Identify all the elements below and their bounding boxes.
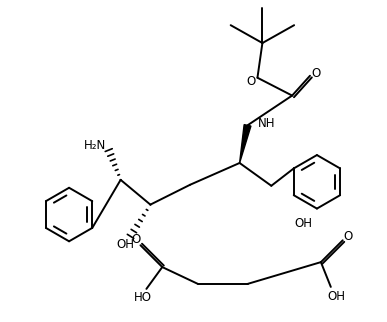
Text: O: O [247, 75, 256, 88]
Text: OH: OH [116, 238, 135, 251]
Text: OH: OH [328, 290, 346, 303]
Text: O: O [311, 67, 320, 80]
Text: NH: NH [257, 117, 275, 130]
Polygon shape [240, 125, 251, 163]
Text: HO: HO [134, 291, 151, 304]
Text: H₂N: H₂N [84, 139, 106, 152]
Text: O: O [131, 233, 140, 246]
Text: OH: OH [294, 217, 312, 230]
Text: O: O [343, 230, 352, 243]
